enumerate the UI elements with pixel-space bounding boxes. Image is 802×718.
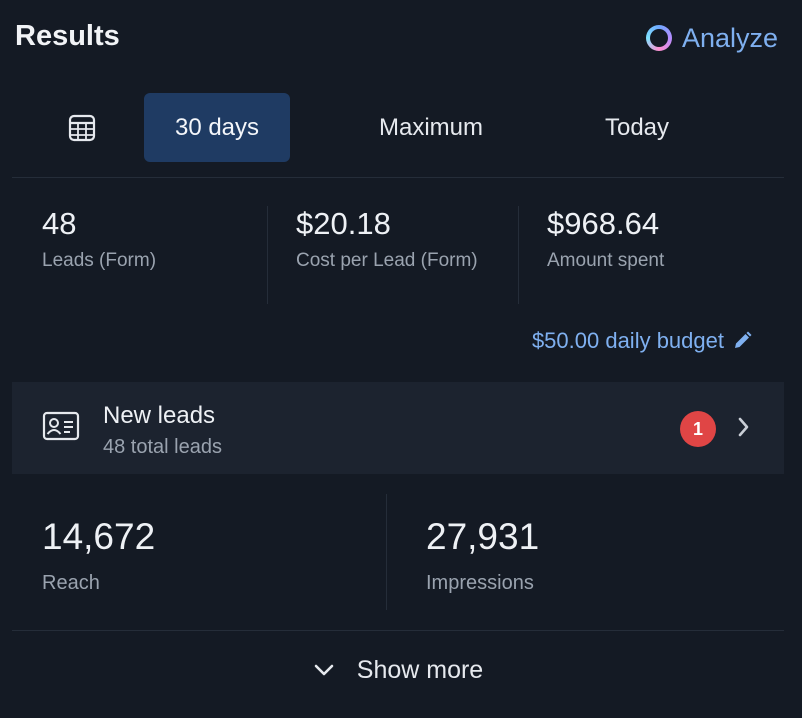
daily-budget-link[interactable]: $50.00 daily budget xyxy=(532,328,752,354)
metric-value: $968.64 xyxy=(547,206,660,241)
calendar-tab[interactable] xyxy=(52,93,112,162)
new-leads-title: New leads xyxy=(103,402,216,429)
metric-label: Leads (Form) xyxy=(42,250,157,271)
vertical-divider xyxy=(518,206,519,304)
chevron-down-icon xyxy=(314,664,334,676)
tab-30-days[interactable]: 30 days xyxy=(144,93,290,162)
stat-value: 14,672 xyxy=(42,516,156,557)
metric-value: 48 xyxy=(42,206,77,241)
divider xyxy=(12,630,784,631)
stat-reach: 14,672 Reach xyxy=(42,516,362,598)
pencil-icon xyxy=(735,331,752,348)
show-more-label: Show more xyxy=(356,655,484,684)
analyze-button[interactable]: Analyze xyxy=(646,20,778,56)
metric-label: Amount spent xyxy=(547,250,665,271)
results-title: Results xyxy=(15,20,120,52)
analyze-label: Analyze xyxy=(681,22,778,53)
metric-cost-per-lead: $20.18 Cost per Lead (Form) xyxy=(296,206,501,276)
stat-label: Reach xyxy=(42,572,100,594)
new-leads-subtitle: 48 total leads xyxy=(103,436,222,458)
new-leads-row[interactable]: New leads 48 total leads 1 xyxy=(12,382,784,474)
calendar-icon xyxy=(68,114,96,141)
stat-label: Impressions xyxy=(426,572,534,594)
date-range-tabs: 30 days Maximum Today xyxy=(12,90,784,166)
analyze-ring-icon xyxy=(646,25,672,51)
metric-leads: 48 Leads (Form) xyxy=(42,206,252,276)
chevron-right-icon xyxy=(736,414,752,445)
show-more-button[interactable]: Show more xyxy=(12,632,784,708)
stat-value: 27,931 xyxy=(426,516,540,557)
tab-today[interactable]: Today xyxy=(604,113,670,141)
daily-budget-label: $50.00 daily budget xyxy=(531,328,724,353)
tab-maximum[interactable]: Maximum xyxy=(378,113,483,141)
metric-amount-spent: $968.64 Amount spent xyxy=(547,206,777,276)
vertical-divider xyxy=(267,206,268,304)
stat-impressions: 27,931 Impressions xyxy=(426,516,766,598)
contact-card-icon xyxy=(42,410,80,447)
metric-label: Cost per Lead (Form) xyxy=(296,250,478,271)
metric-value: $20.18 xyxy=(296,206,391,241)
notification-badge: 1 xyxy=(680,411,716,447)
divider xyxy=(12,177,784,178)
vertical-divider xyxy=(386,494,387,610)
